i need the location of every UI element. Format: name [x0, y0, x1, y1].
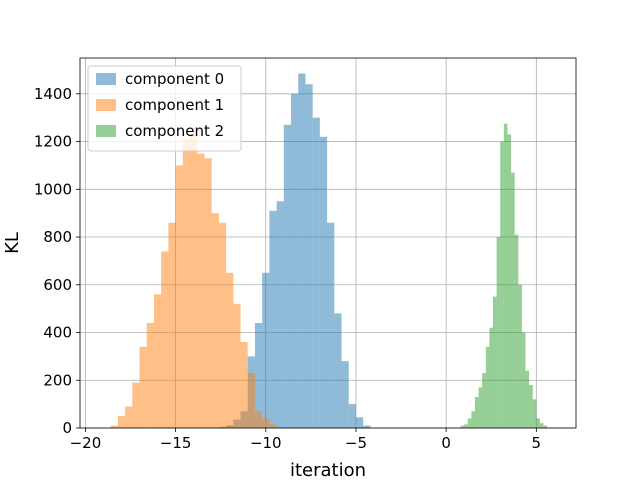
histogram-bar [363, 425, 371, 428]
histogram-bar [496, 237, 501, 428]
histogram-bar [254, 322, 263, 428]
y-tick-label: 200 [43, 371, 72, 389]
histogram-bar [168, 222, 176, 428]
histogram-bar [348, 404, 356, 428]
histogram-bar [532, 399, 537, 428]
series-2-bars [460, 123, 548, 429]
histogram-bar [460, 425, 465, 428]
histogram-bar [503, 123, 508, 428]
histogram-bar [276, 201, 284, 428]
histogram-bar [211, 213, 219, 428]
y-tick-label: 1000 [34, 180, 72, 198]
histogram-bar [518, 284, 522, 428]
histogram-bar [489, 327, 494, 428]
histogram-bar [283, 124, 292, 428]
x-tick-label: −20 [70, 434, 102, 452]
x-axis-label: iteration [290, 460, 366, 480]
histogram-bar [247, 373, 255, 428]
histogram-bar [511, 172, 515, 428]
histogram-bar [514, 234, 519, 428]
histogram-bar [182, 139, 191, 428]
histogram-bars [110, 73, 548, 429]
histogram-bar [327, 222, 335, 428]
histogram-bar [291, 93, 299, 428]
histogram-bar [190, 134, 198, 429]
series-1-bars [110, 134, 277, 429]
y-tick-label: 800 [43, 228, 72, 246]
histogram-bar [305, 84, 313, 429]
legend-label: component 0 [125, 70, 224, 88]
histogram-bar [269, 210, 277, 428]
histogram-bar [474, 396, 479, 428]
y-tick-label: 0 [62, 419, 72, 437]
histogram-bar [529, 385, 533, 428]
histogram-bar [269, 424, 277, 428]
histogram-bar [262, 272, 270, 428]
histogram-bar [262, 418, 270, 428]
histogram-bar [132, 382, 140, 428]
x-tick-label: −10 [250, 434, 282, 452]
histogram-bar [493, 296, 497, 428]
histogram-bar [543, 425, 548, 428]
legend: component 0 component 1 component 2 [87, 65, 242, 152]
histogram-bar [467, 418, 472, 428]
legend-entries: component 0 component 1 component 2 [96, 70, 224, 140]
histogram-bar [341, 361, 349, 428]
histogram-bar [485, 346, 490, 428]
axes-frame [79, 57, 577, 429]
y-tick-label: 1400 [34, 85, 72, 103]
x-axis-ticks: −20 −15 −10 −5 0 5 [70, 428, 542, 452]
legend-label: component 2 [125, 122, 224, 140]
histogram-bar [478, 387, 483, 428]
histogram-bar [233, 303, 241, 428]
histogram-bar [539, 423, 544, 428]
histogram-bar [175, 165, 183, 428]
histogram-bar [117, 416, 126, 428]
x-tick-label: 5 [532, 434, 542, 452]
histogram-bar [240, 342, 248, 428]
histogram-bar [218, 222, 227, 428]
histogram-bar [334, 313, 342, 428]
histogram-bar [521, 332, 526, 428]
histogram-bar [464, 424, 468, 428]
legend-swatch [96, 73, 116, 85]
x-tick-label: 0 [441, 434, 451, 452]
legend-label: component 1 [125, 96, 224, 114]
legend-swatch [96, 125, 116, 137]
histogram-bar [319, 136, 328, 428]
histogram-bar [153, 294, 162, 428]
y-tick-label: 400 [43, 324, 72, 342]
y-axis-ticks: 0 200 400 600 800 1000 1200 1400 [34, 85, 80, 437]
histogram-bar [146, 322, 154, 428]
x-tick-label: −15 [160, 434, 192, 452]
x-tick-label: −5 [345, 434, 367, 452]
y-tick-label: 1200 [34, 133, 72, 151]
histogram-bar [161, 251, 169, 428]
histogram-bar [500, 141, 504, 428]
histogram-bar [482, 373, 486, 428]
y-axis-label: KL [2, 232, 23, 254]
histogram-bar [536, 418, 540, 428]
histogram-bar [525, 370, 530, 428]
histogram-bar [355, 417, 364, 428]
histogram-bar [471, 411, 475, 428]
histogram-bar [204, 158, 212, 429]
histogram-bar [139, 346, 147, 428]
histogram-bar [312, 117, 320, 428]
histogram-bar [125, 406, 133, 428]
y-tick-label: 600 [43, 276, 72, 294]
histogram-bar [298, 73, 306, 429]
histogram-bar [507, 134, 512, 429]
histogram-bar [197, 153, 205, 428]
histogram-bar [226, 272, 234, 428]
legend-box [87, 65, 242, 152]
histogram-bar [254, 411, 263, 428]
histogram-bar [110, 425, 118, 428]
legend-swatch [96, 99, 116, 111]
